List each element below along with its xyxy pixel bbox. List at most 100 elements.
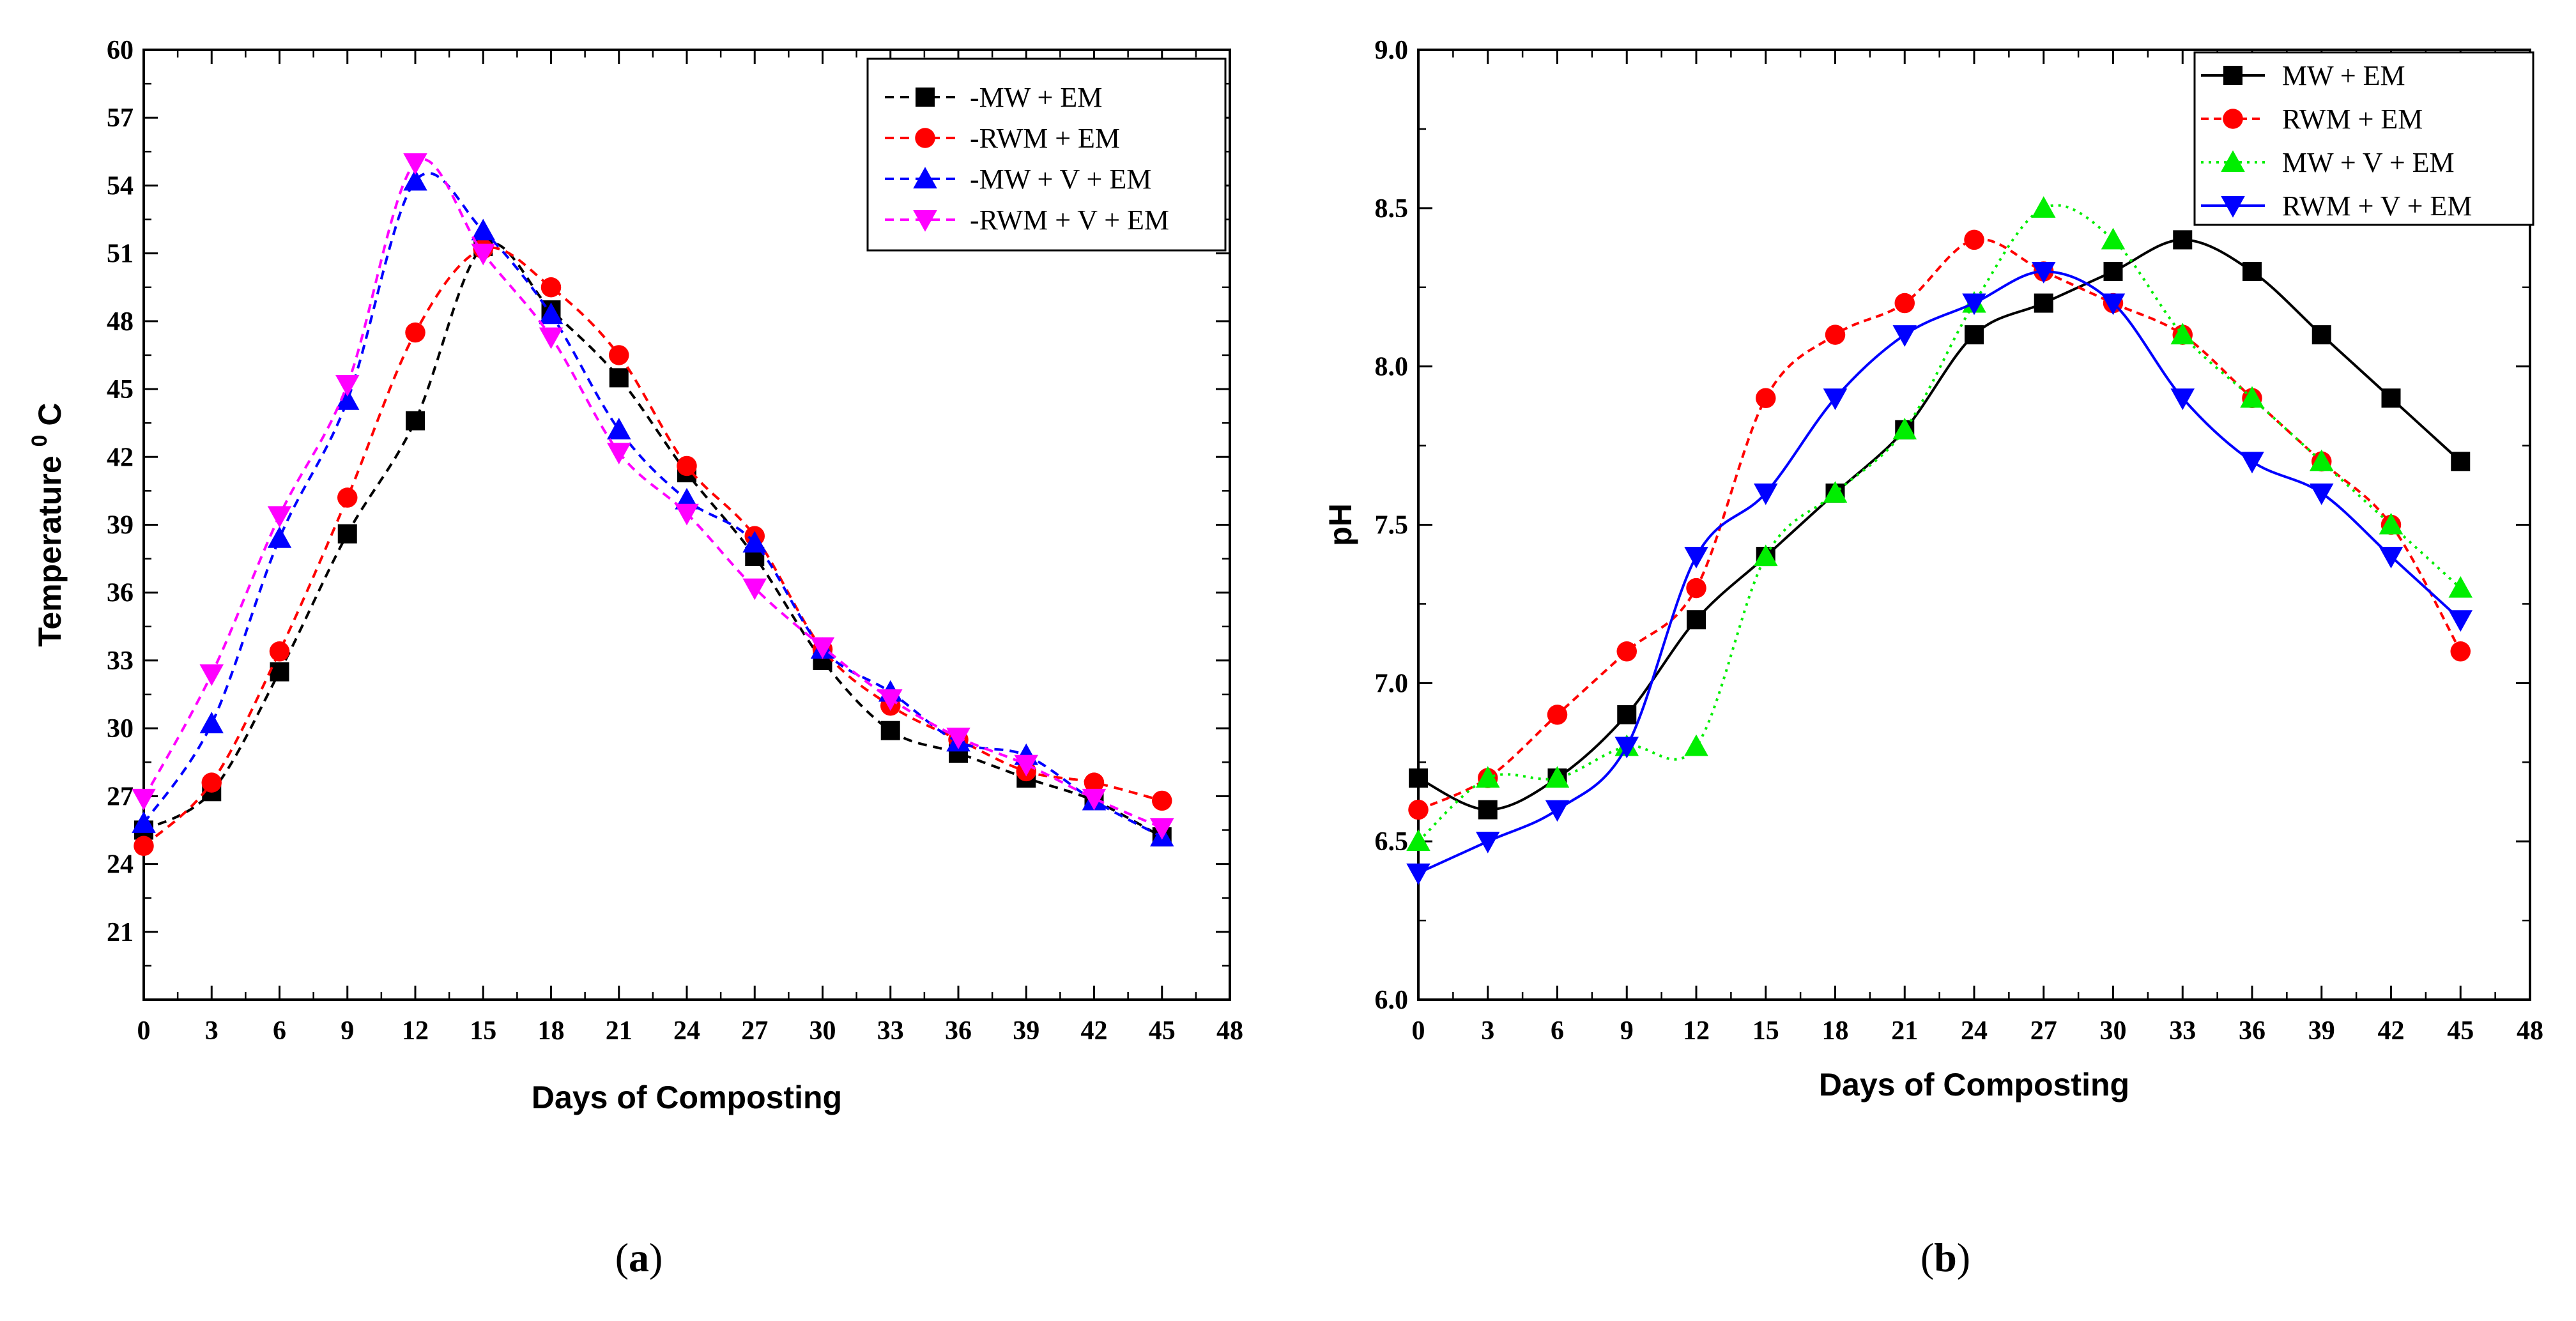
y-tick-label: 6.0 — [1375, 986, 1409, 1015]
y-tick-label: 51 — [107, 240, 134, 269]
x-tick-label: 42 — [1081, 1016, 1108, 1046]
marker-circle — [1756, 388, 1776, 408]
x-tick-label: 18 — [1822, 1016, 1849, 1046]
marker-triangle-up — [2310, 449, 2334, 471]
marker-triangle-up — [1823, 481, 1848, 503]
x-tick-label: 39 — [2308, 1016, 2335, 1046]
x-tick-label: 21 — [606, 1016, 632, 1046]
marker-square — [880, 721, 900, 740]
marker-square — [2312, 325, 2331, 345]
series-line-mw-em — [1418, 238, 2462, 811]
x-tick-label: 6 — [1551, 1016, 1564, 1046]
marker-triangle-up — [2240, 386, 2264, 408]
y-axis-title-unit: C — [32, 403, 68, 435]
x-tick-label: 30 — [2100, 1016, 2127, 1046]
x-tick-label: 9 — [341, 1016, 354, 1046]
marker-triangle-down — [1476, 832, 1500, 853]
marker-square — [2451, 452, 2471, 471]
marker-triangle-up — [1476, 766, 1500, 788]
marker-triangle-up — [403, 169, 427, 191]
legend-item-rwm-v-em: RWM + V + EM — [2201, 190, 2472, 222]
marker-circle — [134, 836, 154, 856]
legend-label: RWM + EM — [2282, 103, 2423, 135]
x-tick-label: 33 — [877, 1016, 904, 1046]
x-tick-label: 3 — [205, 1016, 218, 1046]
marker-triangle-down — [913, 210, 937, 232]
y-tick-label: 9.0 — [1375, 36, 1409, 65]
y-tick-label: 8.0 — [1375, 353, 1409, 382]
marker-square — [337, 524, 357, 544]
marker-triangle-up — [199, 712, 224, 734]
marker-triangle-down — [267, 506, 292, 528]
y-tick-label: 30 — [107, 714, 134, 744]
marker-triangle-down — [2101, 293, 2126, 316]
panel-label-close: ) — [1957, 1235, 1970, 1280]
x-tick-label: 12 — [1683, 1016, 1710, 1046]
x-tick-label: 45 — [2447, 1016, 2474, 1046]
marker-circle — [540, 277, 562, 298]
series-mw-v-em — [1406, 196, 2472, 851]
series-mw-em — [1409, 230, 2471, 820]
marker-circle — [1825, 325, 1846, 345]
panel-label-letter: b — [1934, 1235, 1957, 1280]
marker-triangle-down — [199, 664, 224, 686]
marker-triangle-down — [2240, 452, 2264, 474]
marker-triangle-up — [2032, 196, 2056, 218]
marker-triangle-up — [2101, 227, 2126, 250]
legend: MW + EM RWM + EM MW + V + EM RWM + V + EM — [2193, 51, 2534, 226]
marker-triangle-down — [1406, 863, 1430, 885]
marker-triangle-down — [2032, 261, 2056, 284]
marker-triangle-down — [1684, 547, 1708, 569]
x-tick-label: 18 — [538, 1016, 565, 1046]
series-line-mw-em — [143, 241, 1163, 838]
series-line-rwm-em — [142, 246, 1163, 847]
legend-item-mw-em: MW + EM — [2201, 60, 2405, 91]
x-tick-label: 6 — [273, 1016, 286, 1046]
x-tick-label: 0 — [137, 1016, 151, 1046]
series-line-mw-v-em — [1417, 204, 2462, 843]
marker-triangle-down — [1823, 388, 1848, 410]
marker-circle — [1686, 577, 1706, 599]
marker-triangle-down — [878, 689, 903, 711]
marker-triangle-down — [1892, 325, 1917, 347]
marker-triangle-down — [335, 374, 360, 397]
y-axis-title: pH — [1322, 503, 1358, 546]
marker-square — [406, 411, 425, 431]
marker-circle — [915, 128, 935, 148]
x-tick-label: 27 — [741, 1016, 768, 1046]
x-tick-label: 3 — [1481, 1016, 1494, 1046]
marker-triangle-up — [1754, 544, 1778, 567]
y-tick-label: 54 — [107, 171, 134, 201]
marker-circle — [1894, 293, 1915, 314]
marker-triangle-down — [1962, 293, 1986, 316]
marker-square — [1409, 768, 1428, 788]
y-tick-label: 60 — [107, 36, 134, 65]
marker-triangle-up — [539, 302, 564, 325]
y-tick-label: 57 — [107, 103, 134, 133]
x-tick-label: 45 — [1149, 1016, 1176, 1046]
marker-triangle-down — [1082, 788, 1107, 811]
marker-triangle-up — [2170, 323, 2195, 345]
marker-circle — [1616, 641, 1637, 662]
marker-triangle-down — [2170, 388, 2195, 410]
x-tick-label: 9 — [1620, 1016, 1634, 1046]
marker-circle — [2450, 641, 2471, 662]
marker-triangle-down — [810, 637, 835, 659]
x-axis-title: Days of Composting — [532, 1080, 842, 1115]
marker-circle — [609, 345, 629, 365]
legend-item-mw-v-em: -MW + V + EM — [885, 164, 1151, 195]
x-tick-label: 0 — [1412, 1016, 1425, 1046]
marker-triangle-down — [403, 153, 427, 175]
legend-item-mw-v-em: MW + V + EM — [2201, 147, 2455, 178]
marker-triangle-up — [2379, 512, 2404, 535]
marker-triangle-up — [607, 418, 631, 439]
panel-label-open: ( — [1920, 1235, 1934, 1280]
legend-label: RWM + V + EM — [2282, 190, 2472, 222]
legend-label: MW + EM — [2282, 60, 2405, 91]
x-tick-label: 24 — [1961, 1016, 1988, 1046]
marker-triangle-down — [471, 243, 495, 266]
y-tick-label: 7.5 — [1375, 511, 1409, 540]
y-tick-label: 24 — [107, 850, 134, 880]
chart-panel-b: 0 3 6 9 12 15 18 21 24 27 30 33 36 39 42 45 486.06.57.07… — [1322, 36, 2543, 1280]
